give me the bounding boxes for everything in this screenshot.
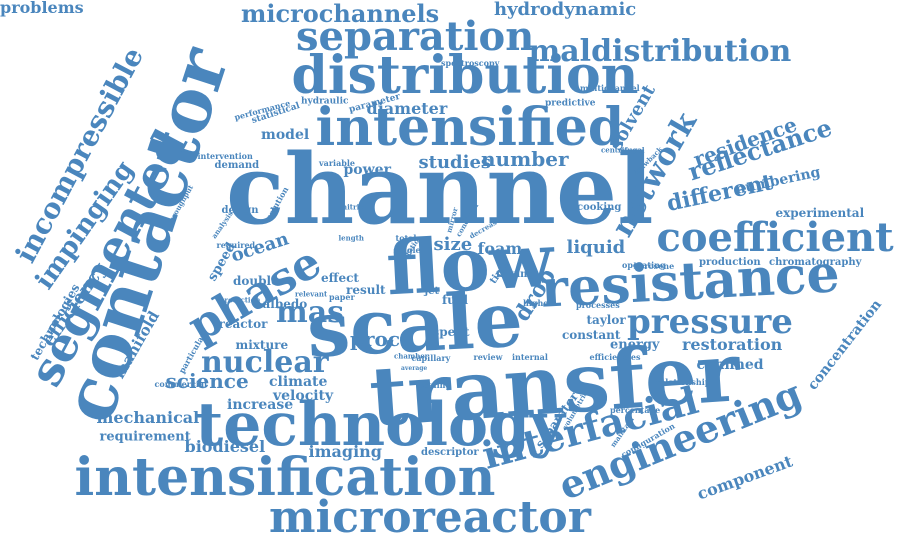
word: mixture (235, 338, 289, 352)
word: power (343, 162, 391, 178)
word: science (165, 369, 249, 393)
word: kerosene (633, 261, 675, 271)
word: intensification (74, 447, 496, 508)
word: paper (329, 292, 355, 302)
word: model (261, 127, 310, 143)
word: experimental (775, 206, 865, 220)
word: review (473, 352, 503, 362)
word: demand (214, 160, 260, 171)
word: hydraulic (301, 96, 349, 107)
word: fuel (442, 293, 469, 307)
word: reactor (218, 317, 268, 331)
word: nitric (342, 202, 364, 212)
word: multichannel (580, 83, 640, 93)
word: concentration (804, 296, 886, 394)
word: capillary (411, 353, 451, 363)
word: operating (622, 260, 666, 270)
word: microreactor (269, 492, 591, 538)
word: microchannels (241, 0, 440, 28)
word: liquid (566, 237, 626, 258)
word: design (221, 205, 259, 216)
word: cooking (577, 202, 622, 213)
word: component (694, 451, 796, 504)
word: relevant (295, 289, 328, 299)
word: mechanical (96, 408, 200, 427)
word: biodiesel (184, 437, 266, 456)
word: efficiencies (589, 352, 641, 362)
word: double (233, 274, 279, 288)
word: problems (0, 0, 84, 17)
word: chamber (394, 351, 429, 361)
word: maldistribution (528, 34, 792, 69)
word: descriptor (421, 447, 479, 458)
word: nuclear (201, 345, 329, 380)
word: climate (269, 374, 328, 390)
word: intensified (315, 97, 625, 158)
word: total (395, 233, 417, 243)
word: proc (350, 327, 401, 351)
word: separation (296, 13, 535, 60)
word: increase (227, 397, 294, 413)
word: percentage (610, 405, 661, 415)
word: mixing (496, 269, 535, 280)
word: higher (523, 298, 553, 308)
word: mas (276, 295, 345, 330)
word: albedo (262, 297, 308, 311)
word: centrifugal (601, 145, 645, 155)
word: average (401, 365, 428, 372)
word: internal (512, 352, 548, 362)
word: chromatography (769, 257, 862, 268)
word: hydrodynamic (494, 0, 637, 20)
word: predictive (545, 98, 596, 109)
word: intervention (197, 151, 253, 161)
word: result (346, 283, 386, 297)
word: required (216, 240, 256, 250)
word: relationship (656, 377, 711, 387)
word: spectroscopy (441, 58, 500, 68)
word: scaling (419, 380, 452, 390)
word: numbering (733, 164, 822, 198)
word: processes (576, 300, 620, 310)
word: length (338, 233, 364, 243)
word: channel (226, 133, 654, 246)
word: energy (610, 337, 660, 353)
word: constant (562, 328, 621, 342)
word: imaging (308, 442, 382, 461)
word: single (393, 245, 421, 255)
word: distribution (291, 45, 639, 106)
word: restoration (682, 335, 783, 354)
word: taylor (586, 313, 626, 327)
word: size (433, 234, 473, 255)
word: confined (696, 357, 764, 373)
word: pressure (627, 302, 793, 342)
word: protection (219, 295, 261, 305)
word: commercial (154, 379, 208, 389)
word: spent (432, 325, 470, 339)
word: variable (319, 158, 355, 168)
word: diameter (366, 99, 448, 118)
word: jet (424, 286, 440, 297)
word: number (481, 147, 569, 171)
word: foam (477, 239, 523, 258)
word: coefficient (656, 214, 894, 261)
word: velocity (273, 388, 334, 404)
word: technology (195, 390, 565, 460)
word: production (699, 257, 761, 268)
word: studies (418, 152, 492, 173)
word: requirement (99, 429, 191, 445)
word: effect (321, 271, 359, 285)
